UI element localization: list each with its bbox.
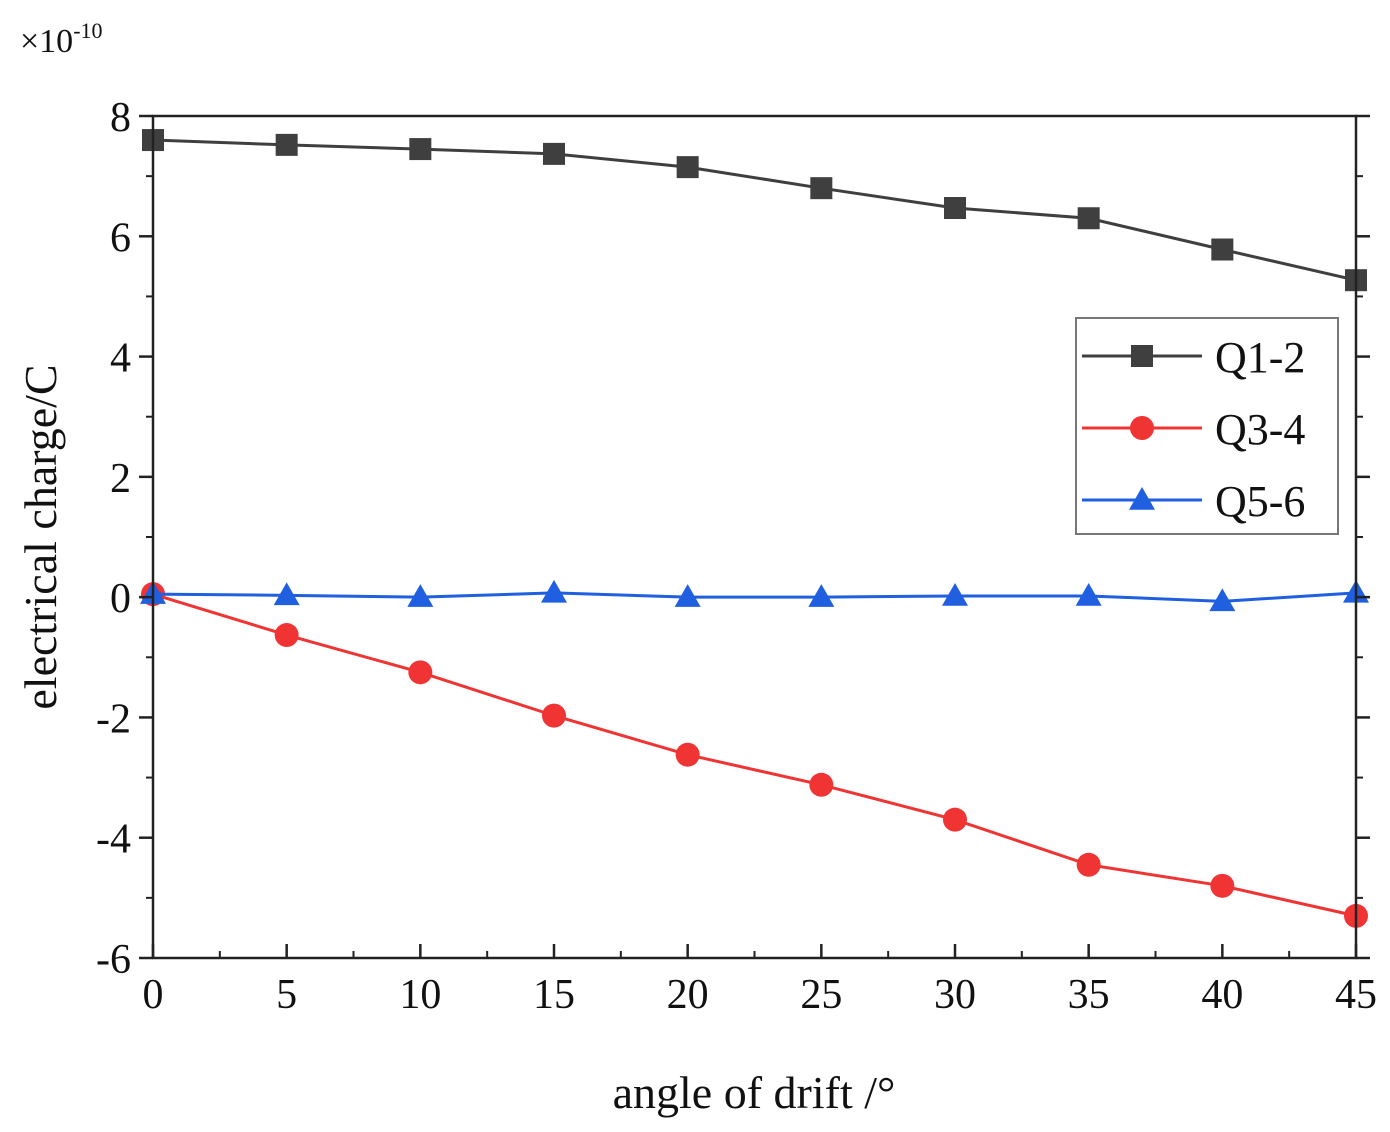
data-point-Q3-4 [1210,873,1235,898]
legend-marker [1129,487,1155,510]
data-point-Q5-6 [808,584,835,607]
y-axis-label: electrical charge/C [15,364,66,709]
data-point-Q5-6 [1075,582,1102,606]
x-tick-label: 15 [533,972,575,1018]
data-point-Q3-4 [542,703,566,728]
legend-label: Q1-2 [1215,333,1305,382]
data-point-Q5-6 [942,582,968,606]
legend-items: Q1-2 Q3-4 Q5-6 [1082,333,1305,526]
data-point-Q3-4 [809,772,834,797]
plot-frame [151,114,1358,960]
data-point-Q3-4 [943,807,967,832]
legend-item-Q1-2: Q1-2 [1082,333,1305,382]
data-point-Q1-2 [944,197,966,220]
x-tick-label: 20 [667,972,709,1018]
data-point-Q3-4 [408,660,433,685]
series-line-Q1-2 [152,138,1357,282]
y-multiplier-base: ×10 [20,23,73,60]
y-tick-label: -6 [96,937,131,983]
data-point-Q3-4 [675,742,700,767]
x-tick-label: 40 [1201,972,1243,1018]
legend: Q1-2 Q3-4 Q5-6 [1075,317,1339,535]
data-point-Q1-2 [676,156,699,179]
legend-marker [1130,416,1154,440]
x-tick-label: 30 [934,972,976,1018]
data-point-Q5-6 [407,584,434,607]
y-multiplier-label: ×10-10 [20,18,103,60]
data-point-Q1-2 [543,142,565,165]
data-point-Q5-6 [541,579,567,603]
legend-item-Q5-6: Q5-6 [1082,477,1305,526]
ticks-layer: 0 5 10 15 20 25 30 35 40 45 -6 -4 -2 0 2 4 6 8 [96,95,1377,1018]
x-axis-label: angle of drift /° [613,1067,896,1118]
x-tick-label: 10 [399,972,441,1018]
data-point-Q5-6 [273,582,300,606]
data-point-Q3-4 [274,623,299,648]
y-tick-label: 6 [110,215,131,261]
data-point-Q1-2 [810,177,833,200]
series-Q1-2 [142,129,1367,292]
x-tick-label: 0 [143,972,164,1018]
y-multiplier-exponent: -10 [73,18,102,43]
x-tick-label: 5 [276,972,297,1018]
series-Q3-4 [141,582,1368,928]
data-point-Q1-2 [275,133,298,156]
y-tick-label: 0 [110,576,131,622]
data-point-Q3-4 [1076,852,1101,877]
y-tick-label: 4 [110,336,131,382]
y-tick-label: 8 [110,95,131,141]
data-point-Q1-2 [1211,238,1234,261]
x-tick-label: 35 [1068,972,1110,1018]
legend-label: Q3-4 [1215,405,1305,454]
y-tick-label: -4 [96,817,131,863]
series-line-Q5-6 [152,591,1357,603]
data-point-Q5-6 [1209,588,1236,612]
x-tick-label: 45 [1335,972,1377,1018]
data-point-Q1-2 [1077,207,1100,230]
series-line-Q3-4 [152,592,1357,918]
legend-box [1075,317,1339,535]
legend-label: Q5-6 [1215,477,1305,526]
y-tick-label: 2 [110,456,131,502]
legend-marker [1131,345,1153,367]
y-tick-label: -2 [96,696,131,742]
data-point-Q5-6 [674,584,701,607]
series-Q5-6 [140,579,1369,612]
data-point-Q1-2 [409,138,432,161]
legend-item-Q3-4: Q3-4 [1082,405,1305,454]
series-layer [140,129,1369,928]
x-tick-label: 25 [800,972,842,1018]
